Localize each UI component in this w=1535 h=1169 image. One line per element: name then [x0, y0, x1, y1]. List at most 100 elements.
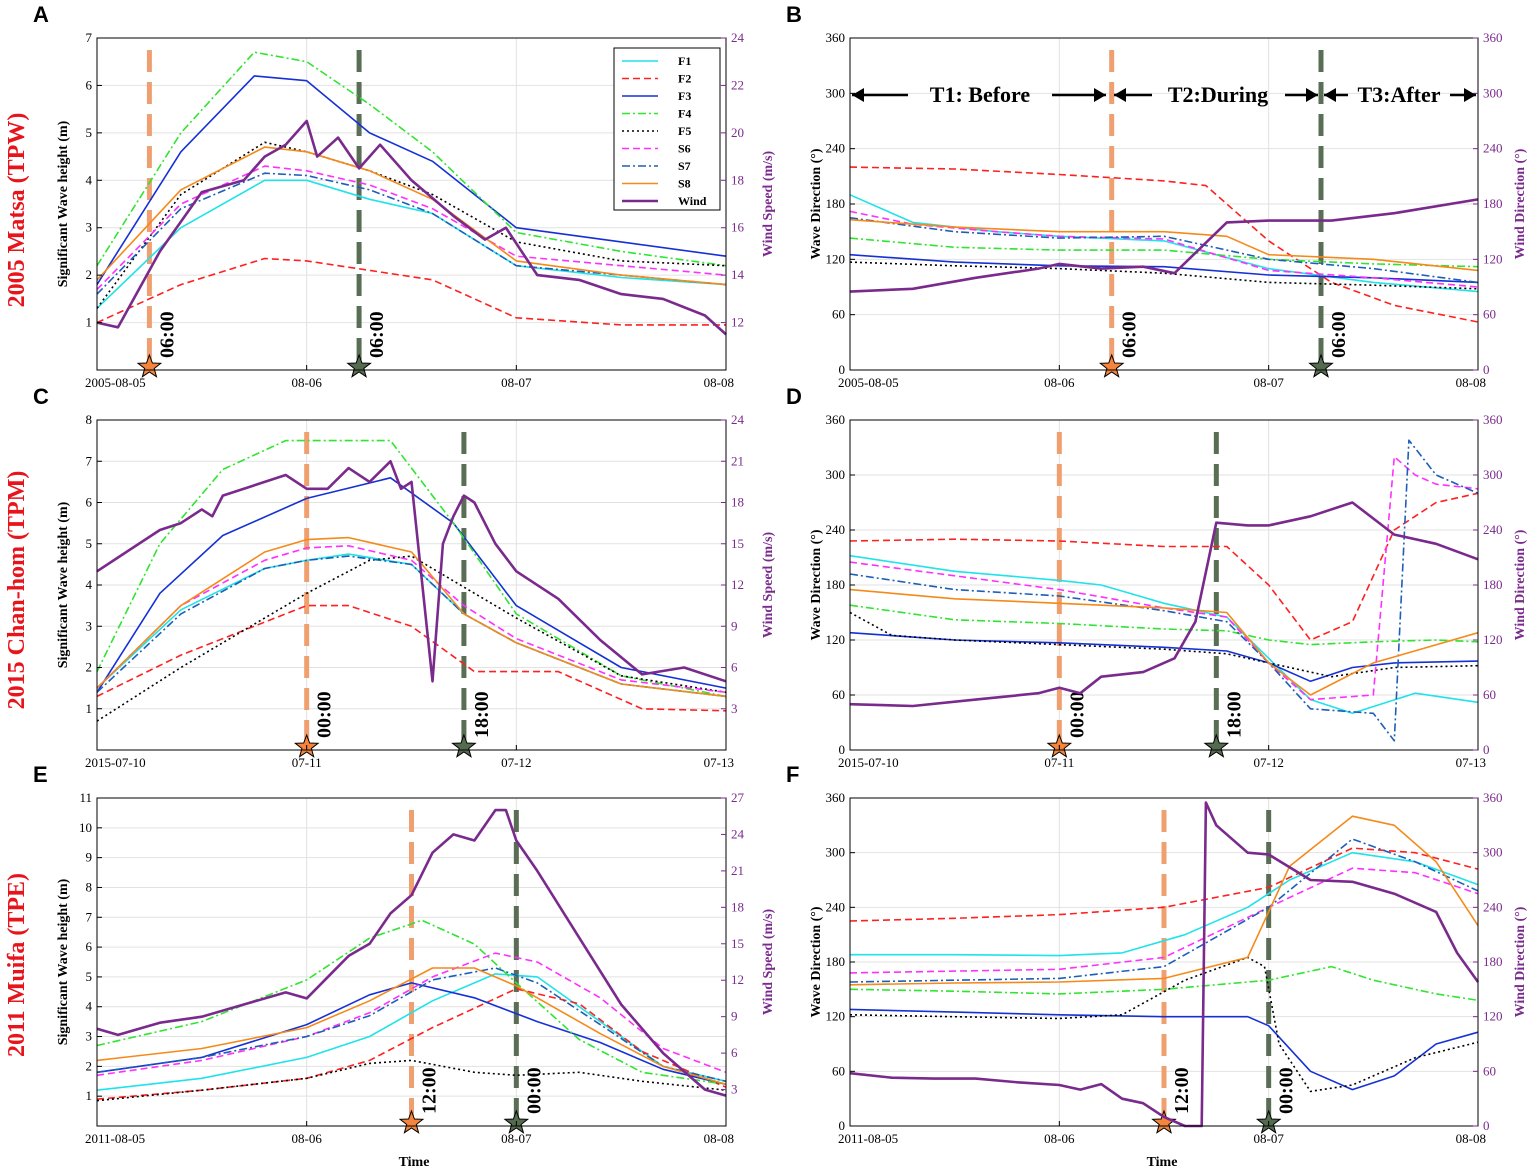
series-s8-line — [96, 536, 727, 698]
panel-letter: F — [786, 762, 799, 787]
y-tick-label: 300 — [826, 845, 846, 860]
row-label-matsa: 2005 Matsa (TPW) — [4, 113, 30, 308]
x-tick-label: 08-07 — [1253, 1131, 1284, 1146]
y-tick-label: 8 — [86, 412, 93, 427]
series-f3-line — [849, 631, 1479, 683]
y-right-axis-title: Wind Direction (°) — [1513, 148, 1528, 259]
series-s7-line — [849, 439, 1479, 742]
y-tick-label: 2 — [86, 1058, 93, 1073]
y-tick-label: 10 — [79, 820, 92, 835]
t1-arrow-left-head-icon — [852, 88, 864, 102]
y-tick-label: 60 — [832, 687, 845, 702]
series-s6-line — [849, 867, 1479, 974]
series-f2-line — [849, 492, 1479, 641]
y-right-tick-label: 21 — [731, 863, 744, 878]
x-tick-label: 07-11 — [292, 755, 322, 770]
series-f4-line — [849, 965, 1479, 1002]
series-f1-line — [850, 851, 1479, 957]
end-time-label: 00:00 — [1276, 1067, 1298, 1114]
t3-arrow-right-head-icon — [1464, 88, 1476, 102]
series-f3-line — [96, 982, 727, 1086]
y-axis-title: Wave Direction (°) — [809, 529, 824, 640]
y-right-tick-label: 22 — [731, 77, 744, 92]
series-f1-line — [96, 553, 727, 698]
y-right-tick-label: 27 — [731, 790, 745, 805]
x-tick-label: 08-06 — [1044, 1131, 1075, 1146]
row-labels: 2005 Matsa (TPW) 2015 Chan-hom (TPM) 201… — [4, 113, 30, 1057]
panel-b: B 06:00 06:00 0 60 120 180 240 300 360 0 60 120 180 24… — [786, 2, 1528, 390]
panel-d: D 00:00 18:00 0 60 120 180 240 300 360 0 60 120 180 24… — [786, 384, 1528, 770]
x-tick-label: 2011-08-05 — [85, 1131, 145, 1146]
y-right-tick-label: 9 — [731, 1009, 738, 1024]
series-s7-line — [849, 838, 1479, 983]
y-right-tick-label: 9 — [731, 618, 738, 633]
x-tick-label: 2005-08-05 — [838, 375, 899, 390]
y-tick-label: 180 — [826, 954, 846, 969]
x-tick-label: 07-12 — [501, 755, 531, 770]
series-f5-line — [849, 956, 1479, 1093]
x-tick-label: 08-06 — [1044, 375, 1075, 390]
panel-letter: A — [33, 2, 49, 27]
onset-time-label: 12:00 — [419, 1067, 441, 1114]
y-right-tick-label: 60 — [1483, 307, 1496, 322]
y-right-axis-title: Wind Speed (m/s) — [761, 909, 776, 1016]
y-tick-label: 3 — [86, 1029, 93, 1044]
onset-time-label: 06:00 — [156, 311, 178, 358]
y-right-tick-label: 180 — [1483, 954, 1503, 969]
y-right-tick-label: 3 — [731, 1082, 738, 1097]
y-tick-label: 4 — [86, 577, 93, 592]
series-s8-line — [96, 967, 727, 1086]
series-wind-line — [96, 808, 727, 1097]
y-tick-label: 3 — [86, 220, 93, 235]
panel-letter: C — [33, 384, 49, 409]
x-tick-label: 08-08 — [1456, 1131, 1486, 1146]
y-right-tick-label: 24 — [731, 826, 745, 841]
series-wind-line — [96, 119, 727, 336]
y-right-tick-label: 14 — [731, 267, 745, 282]
y-right-tick-label: 120 — [1483, 1009, 1503, 1024]
y-tick-label: 240 — [826, 522, 846, 537]
t3-arrow-left-head-icon — [1324, 88, 1336, 102]
series-f4-line — [96, 51, 727, 267]
panel-f: F 12:00 00:00 0 60 120 180 240 300 360 0 60 120 180 24… — [786, 762, 1528, 1146]
y-tick-label: 5 — [86, 969, 93, 984]
x-tick-label: 08-07 — [1253, 375, 1284, 390]
y-right-tick-label: 24 — [731, 30, 745, 45]
y-right-tick-label: 360 — [1483, 790, 1503, 805]
y-tick-label: 4 — [86, 172, 93, 187]
y-right-tick-label: 18 — [731, 495, 744, 510]
series-s8-line — [96, 146, 727, 286]
series-s8-line — [849, 218, 1479, 272]
legend-label-s8: S8 — [678, 177, 691, 191]
y-tick-label: 60 — [832, 1063, 845, 1078]
y-tick-label: 9 — [86, 850, 93, 865]
panel-c: C00:00 18:001234567836912151821242015-07-… — [33, 384, 776, 770]
onset-star-icon — [398, 1109, 425, 1134]
series-f2-line — [849, 847, 1479, 922]
onset-star-icon — [136, 353, 163, 378]
series-f2-line — [96, 604, 727, 712]
y-tick-label: 1 — [86, 1088, 93, 1103]
series-f1-line — [96, 179, 727, 309]
x-tick-label: 07-12 — [1253, 755, 1283, 770]
x-axis-title-right: Time — [1147, 1155, 1178, 1169]
y-right-tick-label: 16 — [731, 220, 745, 235]
series-s8-line — [849, 815, 1479, 986]
x-tick-label: 07-13 — [704, 755, 734, 770]
y-tick-label: 240 — [826, 899, 846, 914]
phase-labels: T1: Before T2:During T3:After — [852, 82, 1476, 107]
panel-a: A06:00 06:001234567121416182022242005-08-… — [33, 2, 776, 390]
legend-label-f1: F1 — [678, 54, 691, 68]
y-tick-label: 300 — [826, 467, 846, 482]
y-right-tick-label: 12 — [731, 577, 744, 592]
y-right-tick-label: 240 — [1483, 522, 1503, 537]
phase-t2-label: T2:During — [1168, 82, 1268, 107]
y-tick-label: 8 — [86, 879, 93, 894]
series-f5-line — [96, 555, 727, 722]
y-tick-label: 360 — [826, 790, 846, 805]
panel-letter: E — [33, 762, 48, 787]
y-right-tick-label: 300 — [1483, 467, 1503, 482]
end-time-label: 06:00 — [1328, 311, 1350, 358]
y-right-tick-label: 6 — [731, 1045, 738, 1060]
